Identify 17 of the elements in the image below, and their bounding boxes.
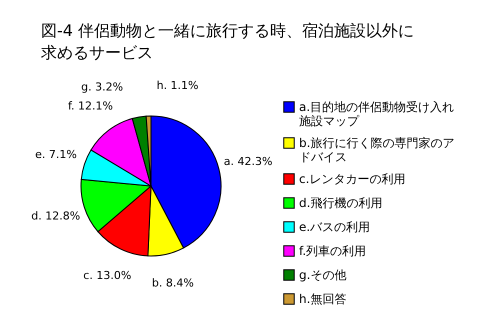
data-label: g. 3.2% [81,80,124,94]
data-label: e. 7.1% [35,148,77,161]
data-label: c. 13.0% [83,268,132,282]
legend-label: b.旅行に行く際の専門家のアドバイス [299,136,454,164]
legend-label: e.バスの利用 [299,220,370,234]
legend-label: c.レンタカーの利用 [299,172,406,186]
data-label: b. 8.4% [152,276,194,290]
legend-label: h.無回答 [299,292,346,306]
legend-label: d.飛行機の利用 [299,196,382,210]
data-label: a. 42.3% [224,155,272,168]
data-label: h. 1.1% [156,79,199,92]
legend-label: a.目的地の伴侶動物受け入れ施設マップ [299,100,454,128]
data-label: f. 12.1% [68,99,113,112]
legend-label: g.その他 [299,268,346,282]
legend-label: f.列車の利用 [299,244,366,258]
chart-title: 図-4 伴侶動物と一緒に旅行する時、宿泊施設以外に求めるサービス [41,21,414,62]
data-label: d. 12.8% [31,209,80,222]
